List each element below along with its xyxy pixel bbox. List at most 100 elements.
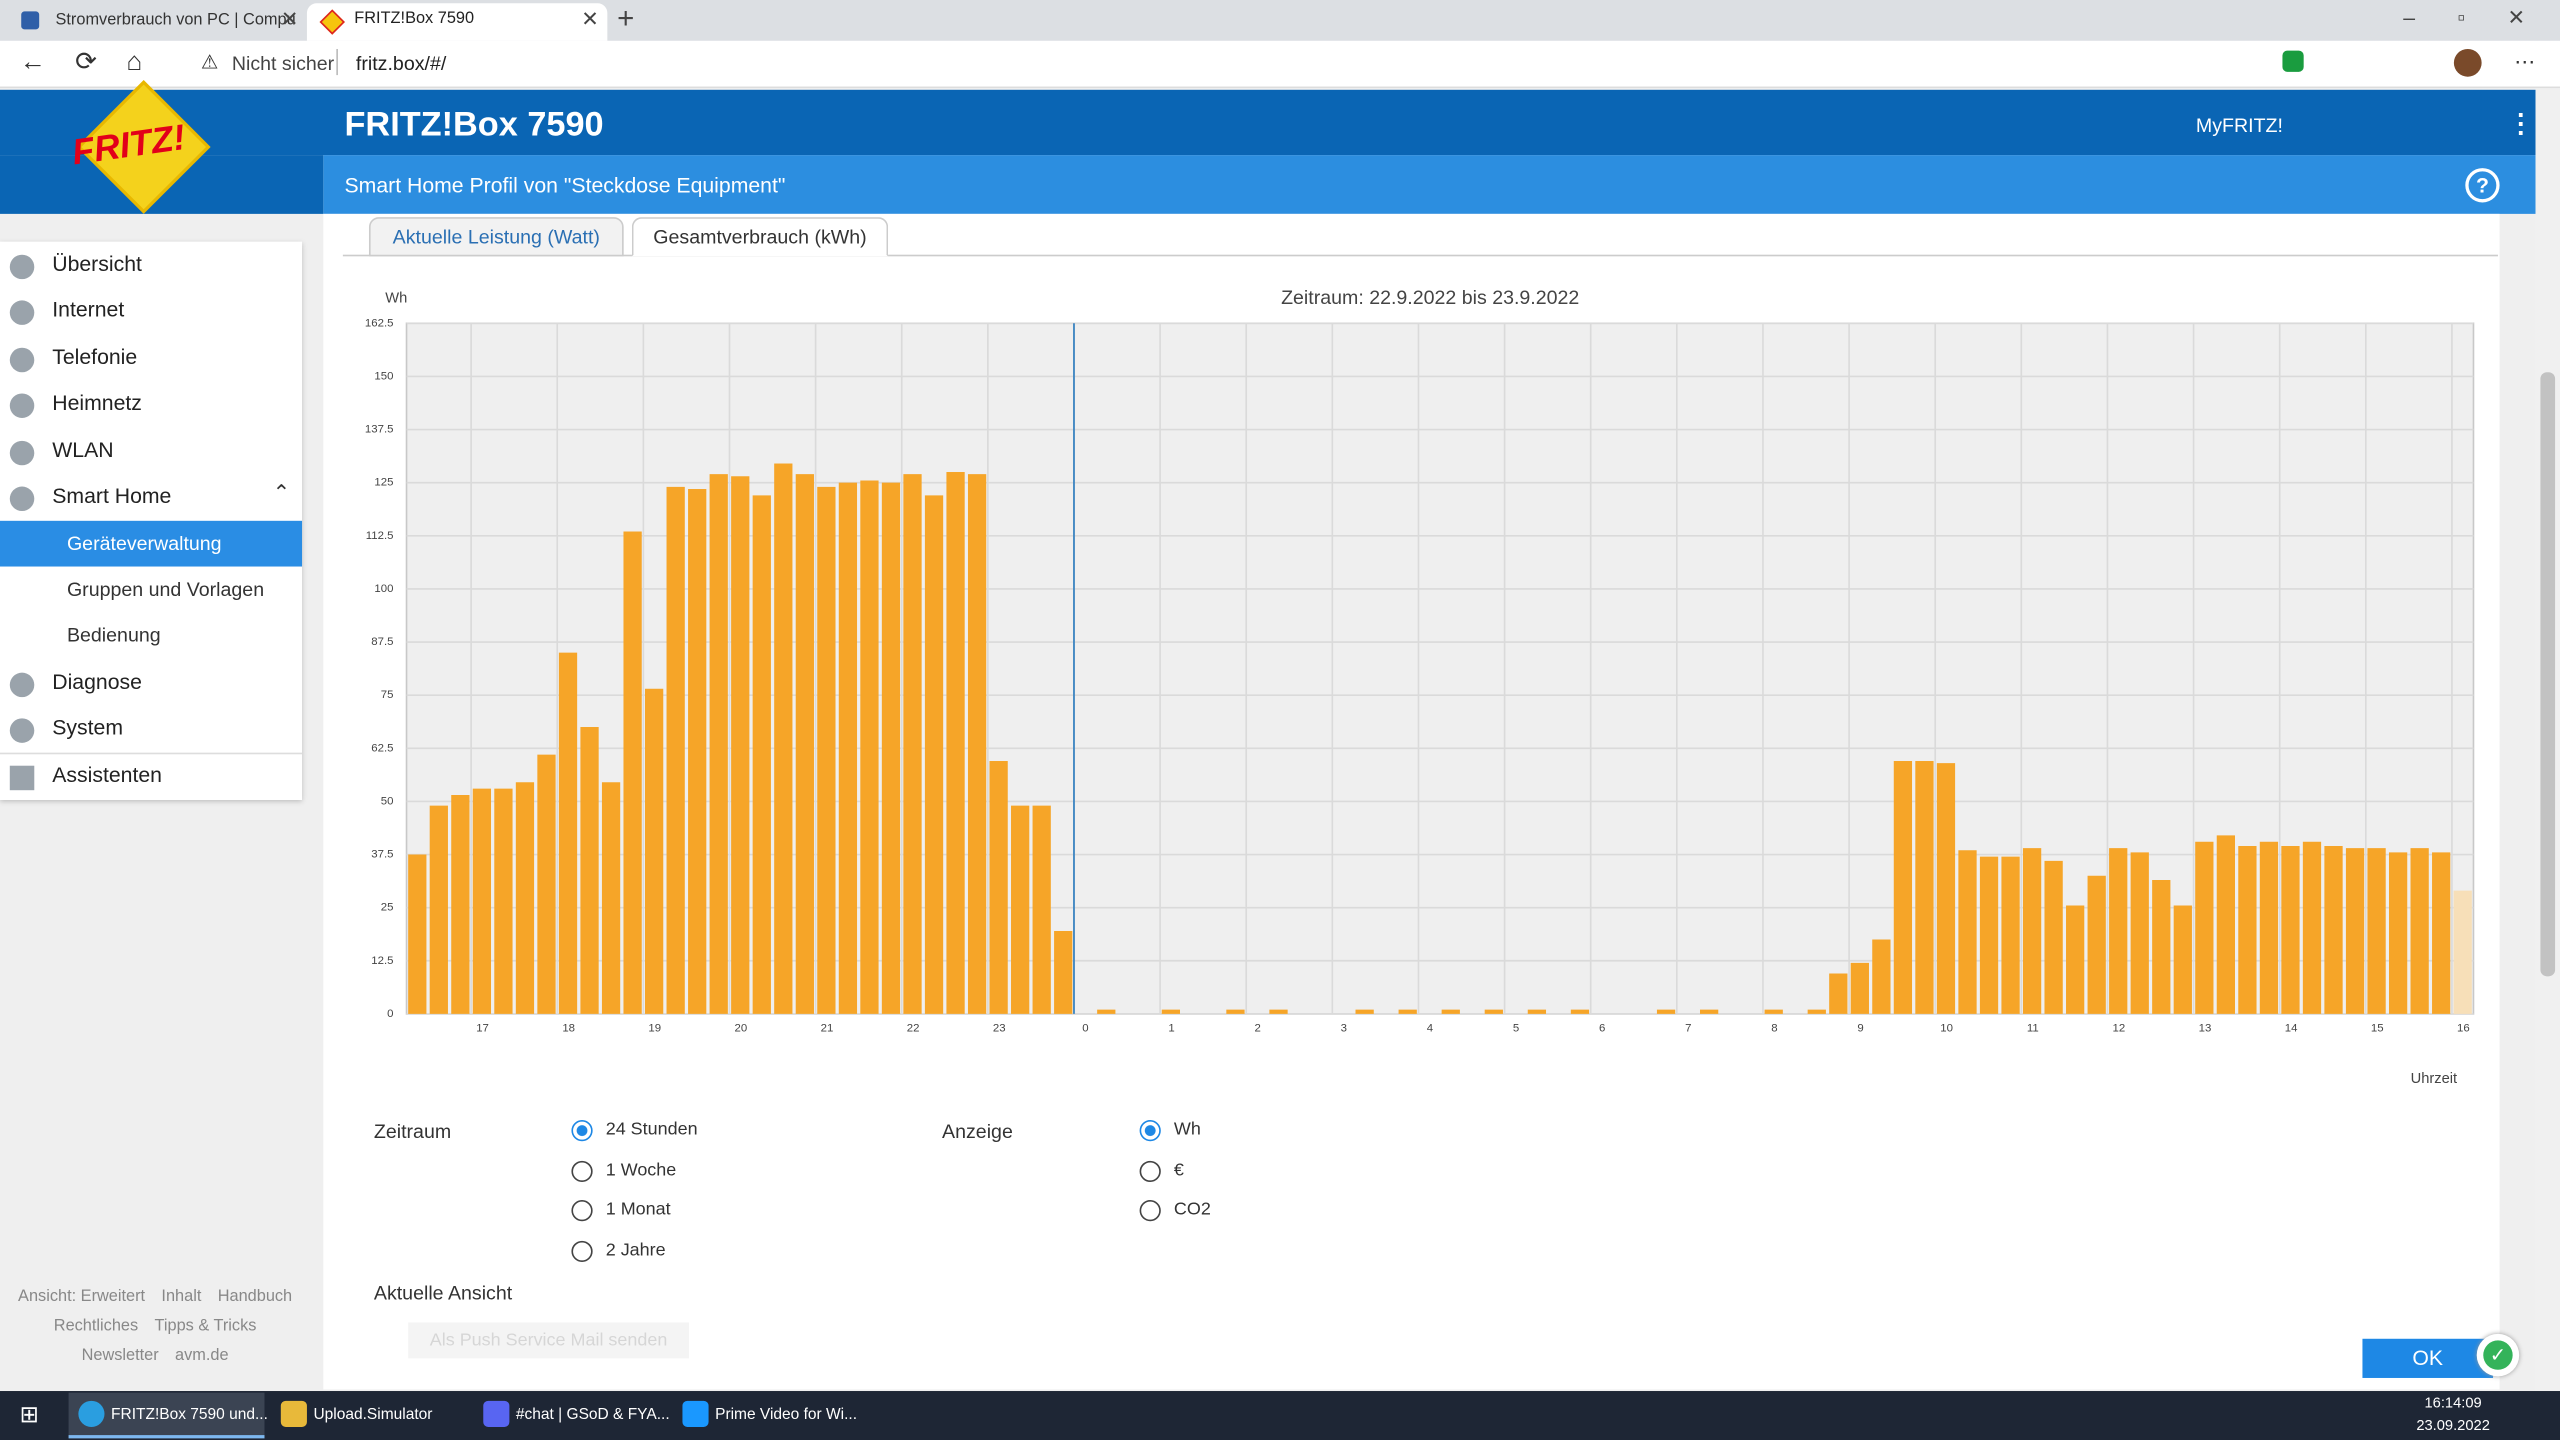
footer-link[interactable]: Rechtliches	[53, 1317, 139, 1336]
radio-label[interactable]: 1 Monat	[605, 1200, 671, 1221]
footer-link[interactable]: avm.de	[175, 1346, 229, 1365]
bar	[2130, 852, 2149, 1014]
chart: Zeitraum: 22.9.2022 bis 23.9.2022 Wh Uhr…	[365, 287, 2475, 1087]
scrollbar-thumb[interactable]	[2540, 372, 2556, 977]
nav-item[interactable]: Diagnose	[52, 669, 142, 694]
nav-item[interactable]: System	[52, 715, 124, 740]
footer-link[interactable]: Handbuch	[217, 1288, 293, 1307]
subheader-title: Smart Home Profil von "Steckdose Equipme…	[344, 173, 786, 198]
x-tick-label: 22	[907, 1023, 920, 1035]
y-tick-label: 112.5	[366, 530, 394, 542]
bar	[2109, 848, 2128, 1014]
radio[interactable]	[1139, 1200, 1161, 1222]
bar	[558, 652, 578, 1014]
nav-icon	[9, 254, 35, 280]
radio[interactable]	[1139, 1160, 1161, 1182]
content-tab[interactable]: Aktuelle Leistung (Watt)	[368, 217, 624, 257]
bar	[2367, 848, 2386, 1014]
bar	[2044, 860, 2063, 1014]
help-button[interactable]: ?	[2465, 168, 2500, 203]
bar	[903, 474, 922, 1014]
nav-subitem[interactable]: Gruppen und Vorlagen	[66, 577, 265, 601]
bar	[2302, 841, 2322, 1014]
radio-label[interactable]: 24 Stunden	[605, 1120, 698, 1140]
new-tab[interactable]: +	[617, 1, 635, 35]
bar	[1097, 1009, 1116, 1014]
x-tick-label: 1	[1168, 1023, 1174, 1035]
nav-icon	[9, 765, 35, 791]
bar	[1011, 805, 1030, 1014]
push-button[interactable]: Als Push Service Mail senden	[408, 1322, 689, 1359]
nav-item[interactable]: WLAN	[52, 437, 114, 463]
clock-date: 23.09.2022	[2416, 1417, 2490, 1434]
bar	[2087, 875, 2106, 1014]
start-button[interactable]: ⊞	[19, 1400, 39, 1427]
security-label: Nicht sicher	[231, 52, 335, 76]
nav-icon	[9, 300, 35, 325]
x-tick-label: 12	[2113, 1023, 2126, 1035]
radio-label[interactable]: CO2	[1173, 1200, 1211, 1221]
nav-subitem[interactable]: Bedienung	[66, 623, 161, 647]
window-controls[interactable]: –▫✕	[2403, 4, 2560, 30]
taskbar-label: Prime Video for Wi...	[715, 1405, 858, 1424]
header-bar	[0, 89, 2536, 156]
browser-tab[interactable]: Stromverbrauch von PC | Compu	[55, 11, 296, 30]
radio-label[interactable]: 1 Woche	[605, 1160, 677, 1180]
url[interactable]: fritz.box/#/	[355, 52, 447, 76]
extension-icon[interactable]	[2282, 50, 2304, 72]
myfritz-link[interactable]: MyFRITZ!	[2195, 114, 2283, 138]
bar	[2432, 852, 2451, 1014]
taskbar-label: #chat | GSoD & FYA...	[515, 1405, 670, 1424]
radio[interactable]	[571, 1120, 593, 1142]
bar	[1699, 1009, 1719, 1014]
header-menu[interactable]: ⋮	[2507, 111, 2534, 139]
radio-label[interactable]: €	[1173, 1160, 1184, 1180]
nav-item[interactable]: Assistenten	[52, 762, 162, 787]
radio[interactable]	[571, 1200, 593, 1222]
radio[interactable]	[1139, 1120, 1161, 1142]
content-tab[interactable]: Gesamtverbrauch (kWh)	[631, 217, 889, 257]
x-tick-label: 4	[1427, 1023, 1434, 1035]
nav-subitem[interactable]: Geräteverwaltung	[66, 532, 222, 556]
bar	[1398, 1009, 1417, 1014]
y-tick-label: 150	[374, 370, 393, 382]
bar	[1807, 1009, 1826, 1014]
bar	[924, 495, 944, 1014]
bar	[1484, 1009, 1503, 1014]
ok-button[interactable]: OK	[2362, 1338, 2494, 1378]
footer-link[interactable]: Tipps & Tricks	[154, 1317, 257, 1336]
close-tab[interactable]: ✕	[280, 6, 299, 32]
radio-label[interactable]: Wh	[1173, 1120, 1201, 1140]
nav-chevron[interactable]: ⌃	[272, 479, 291, 505]
radio[interactable]	[571, 1240, 593, 1263]
footer-row: Ansicht: Erweitert Inhalt Handbuch	[0, 1288, 310, 1306]
nav-buttons[interactable]: ←⟳⌂	[19, 48, 172, 77]
nav-item[interactable]: Smart Home	[52, 483, 172, 508]
tab-underline	[342, 254, 2498, 257]
bar	[2410, 848, 2429, 1014]
browser-tab-active[interactable]: FRITZ!Box 7590	[306, 3, 608, 41]
nav-item[interactable]: Telefonie	[52, 344, 138, 369]
bar	[515, 782, 535, 1014]
nav-item[interactable]: Heimnetz	[52, 390, 142, 415]
footer-link[interactable]: Newsletter	[81, 1346, 159, 1365]
bar	[1958, 850, 1977, 1014]
menu[interactable]: ⋯	[2514, 48, 2536, 74]
badge-icon: ✓	[2483, 1340, 2513, 1370]
bar	[1527, 1009, 1547, 1014]
profile-avatar[interactable]	[2453, 48, 2482, 77]
footer-link[interactable]: Inhalt	[161, 1288, 202, 1307]
bar	[1850, 962, 1869, 1014]
nav-item[interactable]: Internet	[52, 297, 125, 322]
footer-link[interactable]: Ansicht: Erweitert	[18, 1288, 146, 1307]
bar	[472, 788, 492, 1014]
nav-item[interactable]: Übersicht	[52, 251, 142, 276]
radio-label[interactable]: 2 Jahre	[605, 1240, 666, 1261]
bar	[1979, 856, 1999, 1014]
y-tick-label: 75	[381, 689, 394, 701]
bar	[709, 474, 728, 1014]
bar	[752, 495, 771, 1014]
close-tab[interactable]: ✕	[581, 6, 600, 32]
radio[interactable]	[571, 1160, 593, 1182]
bar	[429, 805, 448, 1014]
